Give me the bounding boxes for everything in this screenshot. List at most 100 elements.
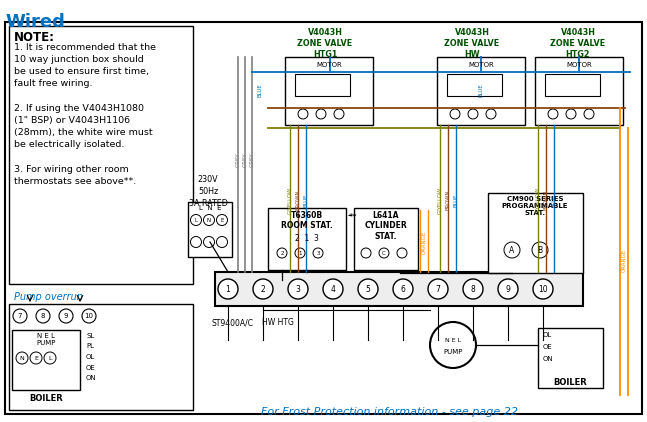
- Bar: [535, 57, 623, 125]
- Circle shape: [218, 279, 238, 299]
- Text: BLUE: BLUE: [479, 83, 483, 97]
- Text: OE: OE: [543, 344, 553, 350]
- Text: 3: 3: [316, 251, 320, 255]
- Circle shape: [313, 248, 323, 258]
- Text: G/YELLOW: G/YELLOW: [536, 187, 540, 214]
- Bar: [488, 193, 583, 273]
- Text: CM900 SERIES
PROGRAMMABLE
STAT.: CM900 SERIES PROGRAMMABLE STAT.: [502, 196, 568, 216]
- Circle shape: [428, 279, 448, 299]
- Text: NOTE:: NOTE:: [14, 31, 55, 44]
- Circle shape: [30, 352, 42, 364]
- Text: 1: 1: [226, 284, 230, 293]
- Text: ON: ON: [86, 375, 96, 381]
- Text: 1. It is recommended that the
10 way junction box should
be used to ensure first: 1. It is recommended that the 10 way jun…: [14, 43, 156, 186]
- Text: E: E: [34, 355, 38, 360]
- Circle shape: [217, 214, 228, 225]
- Text: Pump overrun: Pump overrun: [14, 292, 83, 302]
- Text: PUMP: PUMP: [36, 340, 56, 346]
- Bar: [285, 57, 373, 125]
- Text: N E L: N E L: [445, 338, 461, 343]
- Circle shape: [36, 309, 50, 323]
- Text: HW HTG: HW HTG: [262, 318, 294, 327]
- Text: BROWN: BROWN: [296, 190, 300, 210]
- Text: T6360B
ROOM STAT.: T6360B ROOM STAT.: [281, 211, 333, 230]
- Circle shape: [295, 248, 305, 258]
- Text: E: E: [221, 217, 224, 222]
- Text: BLUE: BLUE: [454, 193, 459, 207]
- Circle shape: [288, 279, 308, 299]
- Text: 4: 4: [331, 284, 335, 293]
- Text: B: B: [538, 246, 543, 254]
- Bar: [215, 272, 583, 306]
- Text: Wired: Wired: [5, 13, 65, 31]
- Text: 7: 7: [435, 284, 441, 293]
- Circle shape: [190, 236, 201, 247]
- Text: BLUE: BLUE: [303, 193, 309, 207]
- Text: L641A
CYLINDER
STAT.: L641A CYLINDER STAT.: [365, 211, 408, 241]
- Bar: [538, 328, 603, 388]
- Bar: [545, 74, 600, 96]
- Text: OE: OE: [86, 365, 96, 371]
- Text: N E L: N E L: [37, 333, 55, 339]
- Circle shape: [430, 322, 476, 368]
- Text: ST9400A/C: ST9400A/C: [211, 318, 253, 327]
- Circle shape: [277, 248, 287, 258]
- Text: OL: OL: [543, 332, 553, 338]
- Text: L: L: [49, 355, 52, 360]
- Text: 9: 9: [505, 284, 510, 293]
- Text: L: L: [195, 217, 197, 222]
- Bar: [447, 74, 502, 96]
- Bar: [9, 26, 193, 284]
- Text: **: **: [349, 213, 358, 222]
- Circle shape: [463, 279, 483, 299]
- Circle shape: [217, 236, 228, 247]
- Text: BROWN: BROWN: [543, 190, 549, 210]
- Text: GREY: GREY: [250, 153, 254, 167]
- Text: 7: 7: [17, 313, 22, 319]
- Text: G/YELLOW: G/YELLOW: [287, 187, 292, 214]
- Text: 10: 10: [85, 313, 94, 319]
- Text: GREY: GREY: [243, 153, 248, 167]
- Text: 2: 2: [280, 251, 284, 255]
- Text: 230V
50Hz
3A RATED: 230V 50Hz 3A RATED: [188, 175, 228, 208]
- Text: ORANGE: ORANGE: [421, 230, 426, 254]
- Circle shape: [584, 109, 594, 119]
- Circle shape: [334, 109, 344, 119]
- Circle shape: [59, 309, 73, 323]
- Circle shape: [190, 214, 201, 225]
- Text: BROWN: BROWN: [446, 190, 450, 210]
- Text: 6: 6: [400, 284, 406, 293]
- Circle shape: [498, 279, 518, 299]
- Circle shape: [468, 109, 478, 119]
- Text: 5: 5: [366, 284, 371, 293]
- Circle shape: [204, 214, 215, 225]
- Circle shape: [16, 352, 28, 364]
- Bar: [12, 330, 80, 390]
- Text: G/YELLOW: G/YELLOW: [437, 187, 443, 214]
- Text: 8: 8: [470, 284, 476, 293]
- Text: 3: 3: [296, 284, 300, 293]
- Text: 8: 8: [41, 313, 45, 319]
- Text: V4043H
ZONE VALVE
HTG2: V4043H ZONE VALVE HTG2: [551, 28, 606, 59]
- Circle shape: [316, 109, 326, 119]
- Text: L  N  E: L N E: [199, 205, 221, 211]
- Text: BLUE: BLUE: [258, 83, 263, 97]
- Text: V4043H
ZONE VALVE
HTG1: V4043H ZONE VALVE HTG1: [298, 28, 353, 59]
- Text: PL: PL: [86, 344, 94, 349]
- Circle shape: [566, 109, 576, 119]
- Text: PUMP: PUMP: [443, 349, 463, 355]
- Bar: [268, 208, 346, 270]
- Text: BOILER: BOILER: [553, 378, 587, 387]
- Text: A: A: [509, 246, 514, 254]
- Text: OL: OL: [86, 354, 95, 360]
- Text: SL: SL: [86, 333, 94, 339]
- Bar: [9, 304, 193, 410]
- Text: C: C: [382, 251, 386, 255]
- Text: 2: 2: [261, 284, 265, 293]
- Circle shape: [450, 109, 460, 119]
- Circle shape: [204, 236, 215, 247]
- Text: N: N: [207, 217, 211, 222]
- Text: BLUE: BLUE: [551, 193, 556, 207]
- Circle shape: [393, 279, 413, 299]
- Text: ON: ON: [543, 356, 554, 362]
